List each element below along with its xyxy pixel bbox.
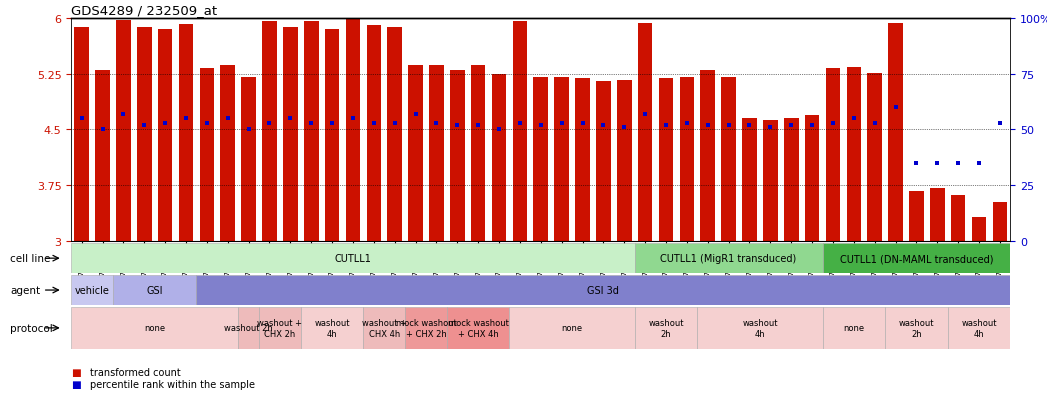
Text: none: none — [144, 324, 165, 332]
Bar — [885, 307, 948, 349]
Text: washout
4h: washout 4h — [961, 318, 997, 338]
Bar — [71, 275, 113, 305]
Bar — [283, 28, 297, 242]
Bar — [680, 77, 694, 242]
Bar — [575, 79, 589, 242]
Bar — [634, 244, 823, 273]
Bar — [554, 77, 569, 242]
Bar — [948, 307, 1010, 349]
Bar — [74, 28, 89, 242]
Bar — [262, 22, 276, 242]
Bar — [259, 307, 300, 349]
Bar — [721, 78, 736, 242]
Bar — [634, 307, 697, 349]
Bar — [596, 82, 610, 242]
Bar — [784, 119, 799, 242]
Bar — [346, 20, 360, 242]
Text: none: none — [561, 324, 582, 332]
Text: CUTLL1 (MigR1 transduced): CUTLL1 (MigR1 transduced) — [661, 254, 797, 263]
Bar — [113, 275, 197, 305]
Bar — [325, 30, 339, 242]
Text: none: none — [843, 324, 865, 332]
Text: ■: ■ — [71, 379, 81, 389]
Text: CUTLL1: CUTLL1 — [334, 254, 372, 263]
Text: mock washout
+ CHX 2h: mock washout + CHX 2h — [396, 318, 456, 338]
Bar — [972, 218, 986, 242]
Bar — [697, 307, 823, 349]
Text: washout
2h: washout 2h — [898, 318, 934, 338]
Bar — [304, 22, 318, 242]
Bar — [71, 244, 634, 273]
Bar — [742, 119, 757, 242]
Bar — [888, 24, 903, 242]
Bar — [387, 28, 402, 242]
Text: washout
4h: washout 4h — [314, 318, 350, 338]
Text: ■: ■ — [71, 367, 81, 377]
Bar — [429, 65, 444, 242]
Bar — [366, 26, 381, 242]
Bar — [179, 24, 194, 242]
Bar — [700, 71, 715, 242]
Text: washout +
CHX 2h: washout + CHX 2h — [258, 318, 303, 338]
Bar — [930, 188, 944, 242]
Bar — [471, 66, 486, 242]
Bar — [823, 244, 1010, 273]
Text: percentile rank within the sample: percentile rank within the sample — [90, 379, 255, 389]
Text: GSI: GSI — [147, 285, 163, 295]
Text: washout +
CHX 4h: washout + CHX 4h — [362, 318, 406, 338]
Bar — [513, 22, 528, 242]
Bar — [238, 307, 259, 349]
Text: washout 2h: washout 2h — [224, 324, 273, 332]
Bar — [510, 307, 634, 349]
Text: vehicle: vehicle — [74, 285, 110, 295]
Text: washout
2h: washout 2h — [648, 318, 684, 338]
Text: GSI 3d: GSI 3d — [587, 285, 620, 295]
Bar — [95, 71, 110, 242]
Text: GDS4289 / 232509_at: GDS4289 / 232509_at — [71, 5, 218, 17]
Text: cell line: cell line — [10, 254, 51, 263]
Bar — [826, 69, 841, 242]
Bar — [450, 71, 465, 242]
Bar — [221, 65, 235, 242]
Bar — [993, 203, 1007, 242]
Bar — [158, 30, 173, 242]
Bar — [408, 65, 423, 242]
Text: washout
4h: washout 4h — [742, 318, 778, 338]
Bar — [909, 191, 923, 242]
Bar — [638, 24, 652, 242]
Bar — [197, 275, 1010, 305]
Text: transformed count: transformed count — [90, 367, 181, 377]
Bar — [363, 307, 405, 349]
Bar — [867, 74, 882, 242]
Bar — [447, 307, 510, 349]
Bar — [617, 81, 631, 242]
Text: protocol: protocol — [10, 323, 53, 333]
Bar — [241, 77, 255, 242]
Bar — [116, 21, 131, 242]
Bar — [847, 68, 861, 242]
Bar — [200, 69, 215, 242]
Bar — [71, 307, 238, 349]
Text: mock washout
+ CHX 4h: mock washout + CHX 4h — [448, 318, 509, 338]
Bar — [137, 28, 152, 242]
Bar — [659, 79, 673, 242]
Bar — [805, 115, 820, 242]
Bar — [405, 307, 447, 349]
Text: agent: agent — [10, 285, 41, 295]
Bar — [300, 307, 363, 349]
Text: CUTLL1 (DN-MAML transduced): CUTLL1 (DN-MAML transduced) — [840, 254, 994, 263]
Bar — [823, 307, 885, 349]
Bar — [951, 195, 965, 242]
Bar — [492, 75, 507, 242]
Bar — [534, 78, 548, 242]
Bar — [763, 121, 778, 242]
